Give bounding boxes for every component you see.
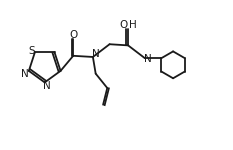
Text: S: S xyxy=(28,46,35,56)
Text: N: N xyxy=(43,81,51,91)
Text: N: N xyxy=(21,69,29,79)
Text: N: N xyxy=(92,49,99,59)
Text: O: O xyxy=(120,20,128,30)
Text: O: O xyxy=(69,30,77,40)
Text: H: H xyxy=(129,20,137,30)
Text: N: N xyxy=(144,54,152,64)
